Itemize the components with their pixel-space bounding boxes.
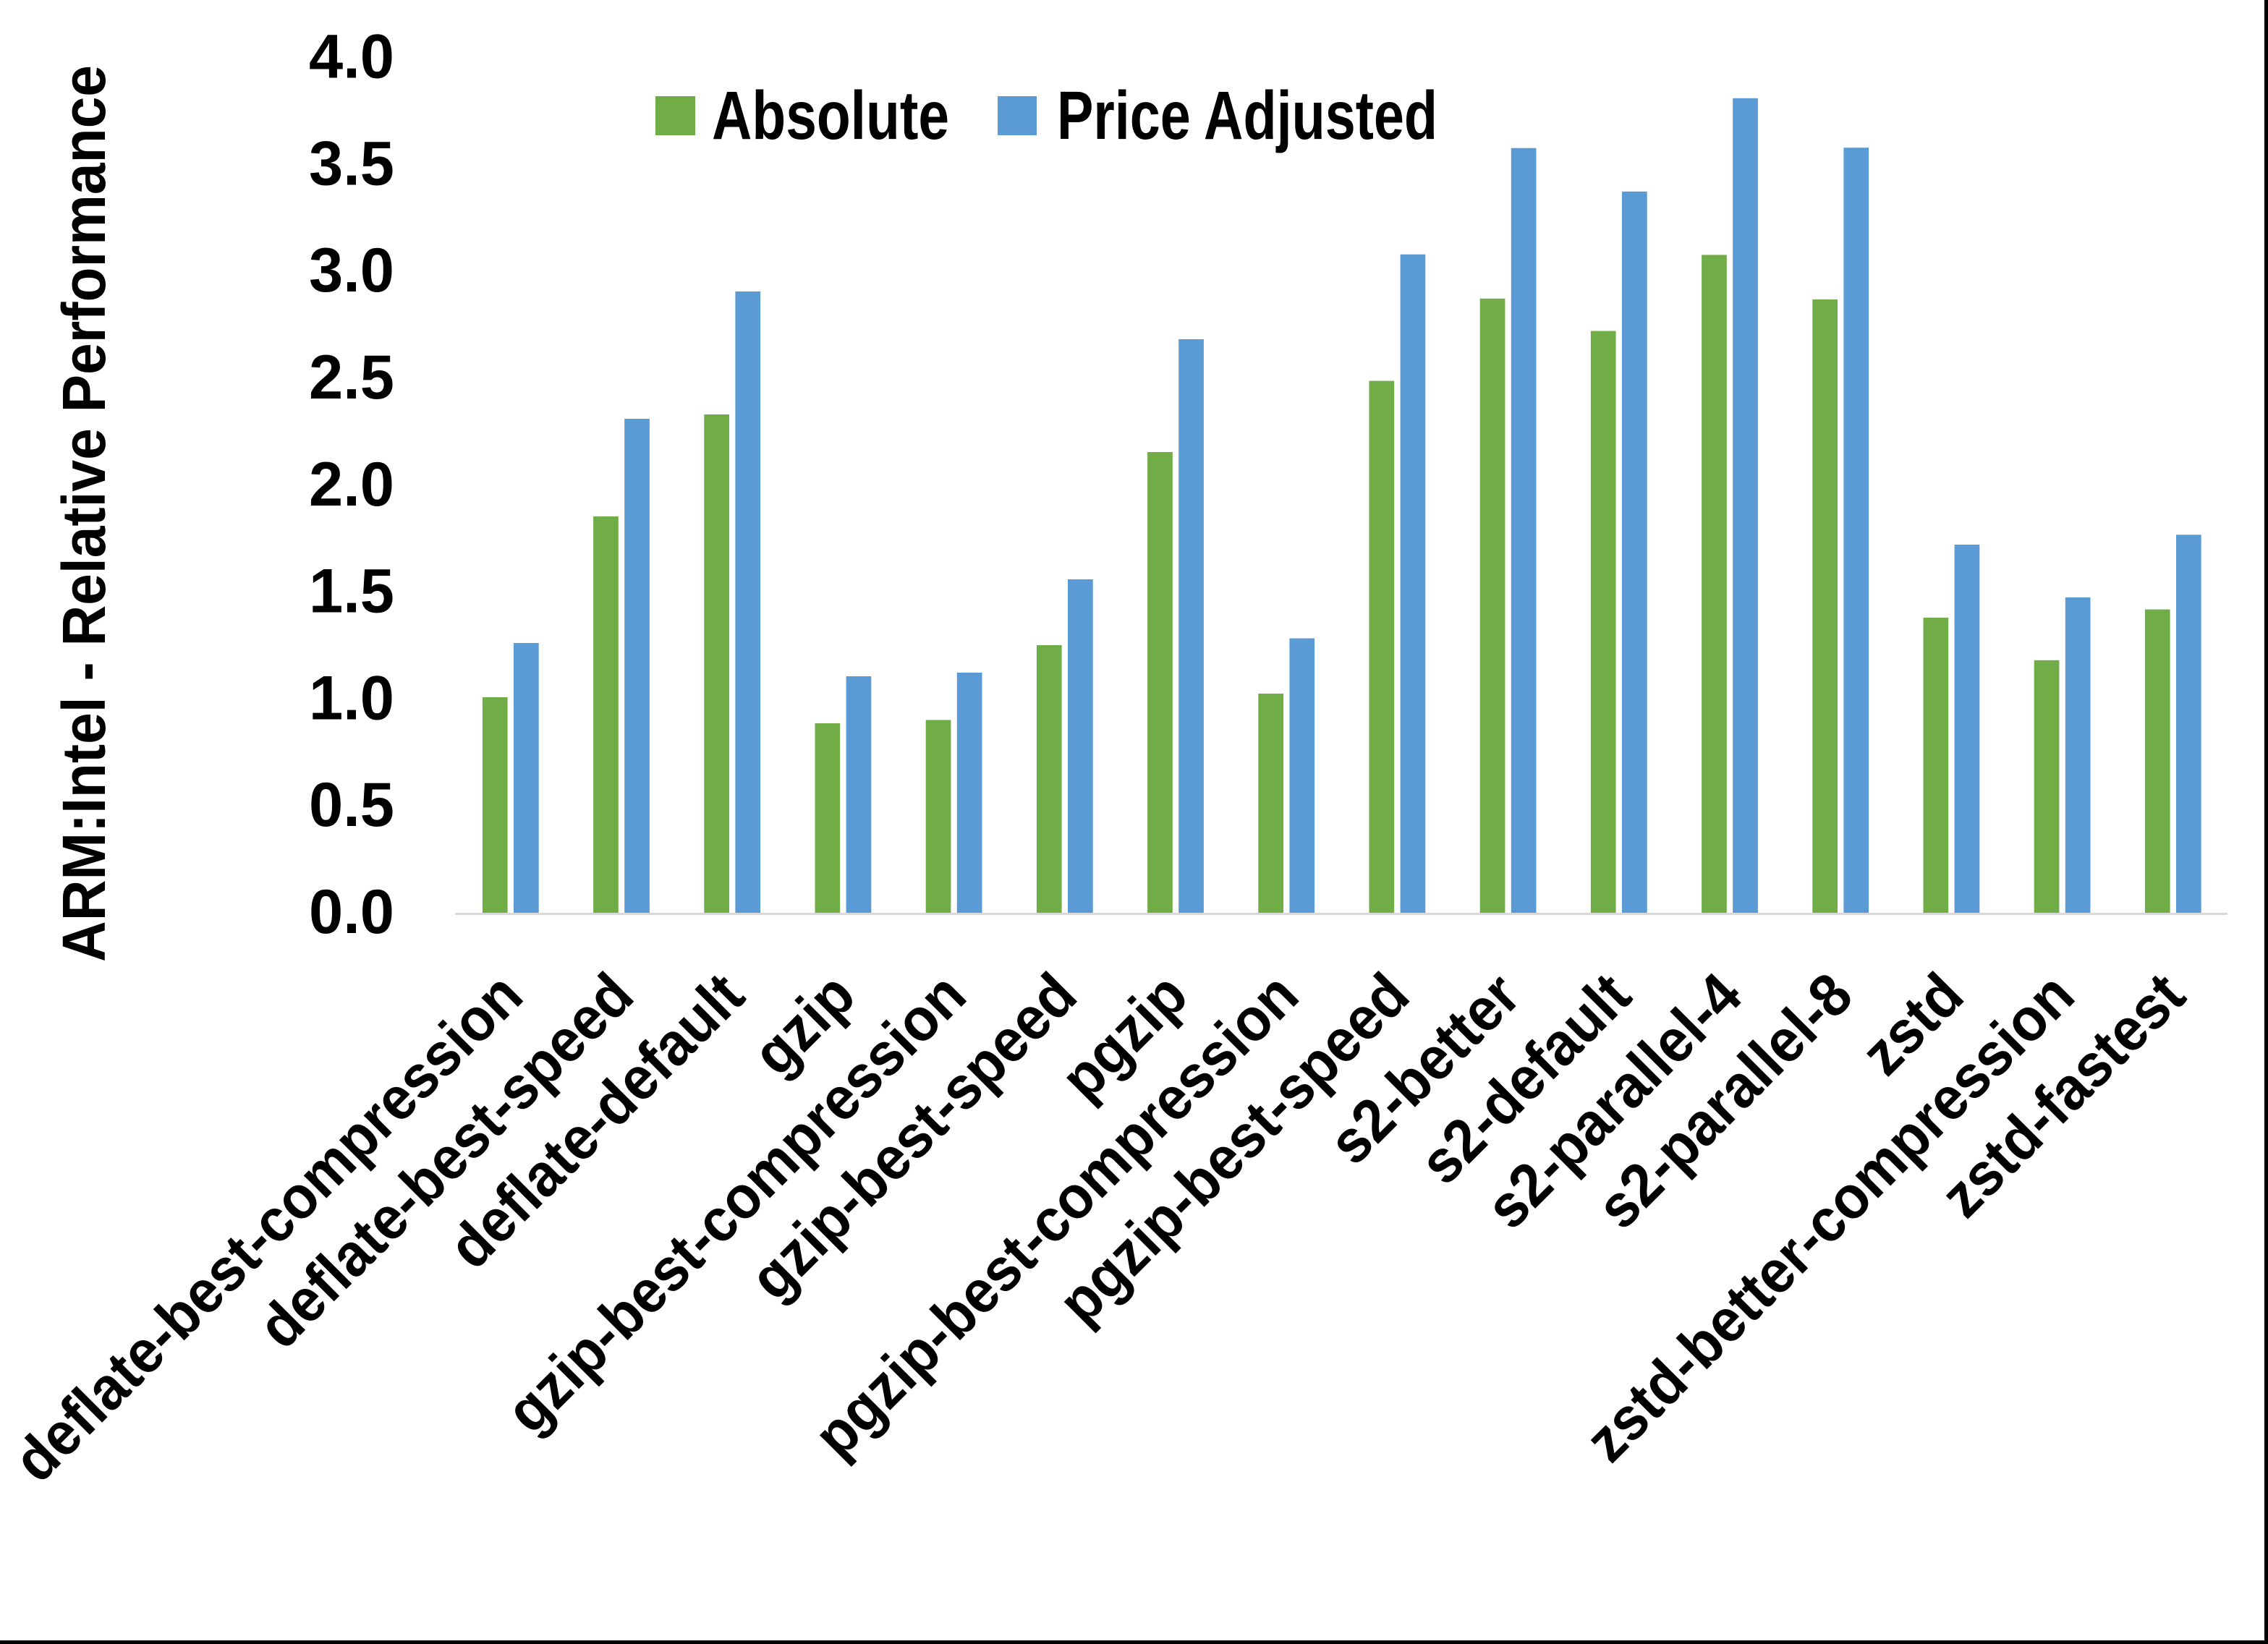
svg-text:3.0: 3.0 xyxy=(309,236,394,305)
svg-text:0.5: 0.5 xyxy=(309,770,394,840)
svg-text:4.0: 4.0 xyxy=(309,22,394,92)
svg-text:1.0: 1.0 xyxy=(309,663,394,733)
svg-text:ARM:Intel - Relative Performan: ARM:Intel - Relative Performance xyxy=(50,65,118,962)
svg-text:2.0: 2.0 xyxy=(309,450,394,519)
svg-text:3.5: 3.5 xyxy=(309,129,394,198)
svg-text:0.0: 0.0 xyxy=(309,877,394,947)
svg-text:1.5: 1.5 xyxy=(309,557,394,626)
svg-text:Price Adjusted: Price Adjusted xyxy=(1057,77,1437,154)
svg-text:Absolute: Absolute xyxy=(712,77,949,154)
svg-text:2.5: 2.5 xyxy=(309,343,394,412)
